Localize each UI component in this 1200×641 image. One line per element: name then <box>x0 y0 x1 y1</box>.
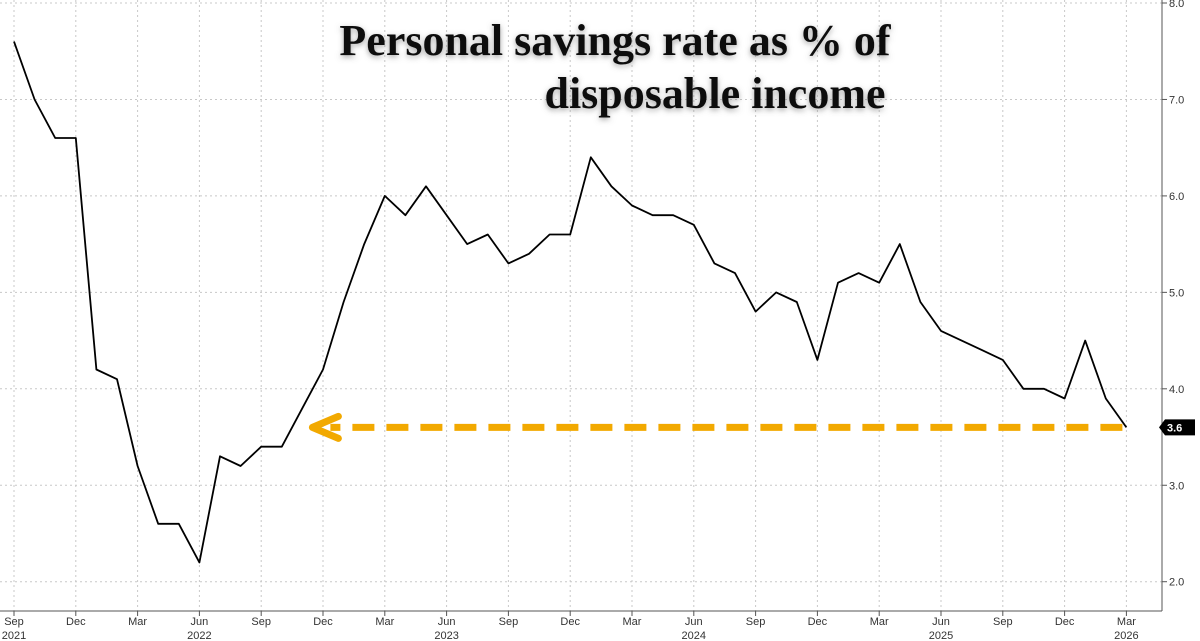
reference-arrow <box>308 412 1123 442</box>
gridlines <box>0 0 1162 611</box>
last-value-label: 3.6 <box>1159 419 1195 436</box>
x-year-label: 2021 <box>2 630 26 641</box>
y-tick-label: 5.0 <box>1169 287 1184 299</box>
x-tick-label: Dec <box>560 616 580 628</box>
x-tick-label: Jun <box>438 616 456 628</box>
x-tick-label: Jun <box>191 616 209 628</box>
x-tick-label: Mar <box>870 616 889 628</box>
last-value-text: 3.6 <box>1167 422 1182 434</box>
x-year-label: 2022 <box>187 630 211 641</box>
y-tick-label: 6.0 <box>1169 191 1184 203</box>
x-tick-label: Dec <box>66 616 86 628</box>
x-tick-label: Dec <box>1055 616 1075 628</box>
x-tick-label: Jun <box>685 616 703 628</box>
chart-title-line-2: disposable income <box>544 69 885 118</box>
y-tick-label: 4.0 <box>1169 384 1184 396</box>
arrow-head <box>308 412 342 442</box>
x-tick-label: Dec <box>313 616 333 628</box>
x-tick-label: Sep <box>4 616 24 628</box>
x-year-label: 2023 <box>434 630 458 641</box>
x-tick-label: Sep <box>251 616 271 628</box>
y-tick-label: 8.0 <box>1169 0 1184 10</box>
x-tick-label: Mar <box>623 616 642 628</box>
series-layer <box>13 41 1128 564</box>
chart-title-line-1: Personal savings rate as % of <box>339 16 892 65</box>
x-tick-label: Mar <box>128 616 147 628</box>
x-year-label: 2024 <box>682 630 706 641</box>
series-line <box>13 41 1128 564</box>
x-tick-label: Sep <box>499 616 519 628</box>
x-tick-label: Jun <box>932 616 950 628</box>
x-tick-label: Mar <box>1117 616 1136 628</box>
y-tick-label: 7.0 <box>1169 94 1184 106</box>
y-tick-label: 3.0 <box>1169 480 1184 492</box>
x-tick-label: Sep <box>746 616 766 628</box>
x-tick-label: Mar <box>375 616 394 628</box>
x-tick-label: Sep <box>993 616 1013 628</box>
y-tick-label: 2.0 <box>1169 577 1184 589</box>
chart-title: Personal savings rate as % of disposable… <box>339 16 892 118</box>
last-value-badge <box>1159 419 1195 436</box>
x-tick-label: Dec <box>808 616 828 628</box>
x-year-label: 2026 <box>1114 630 1138 641</box>
x-year-label: 2025 <box>929 630 953 641</box>
